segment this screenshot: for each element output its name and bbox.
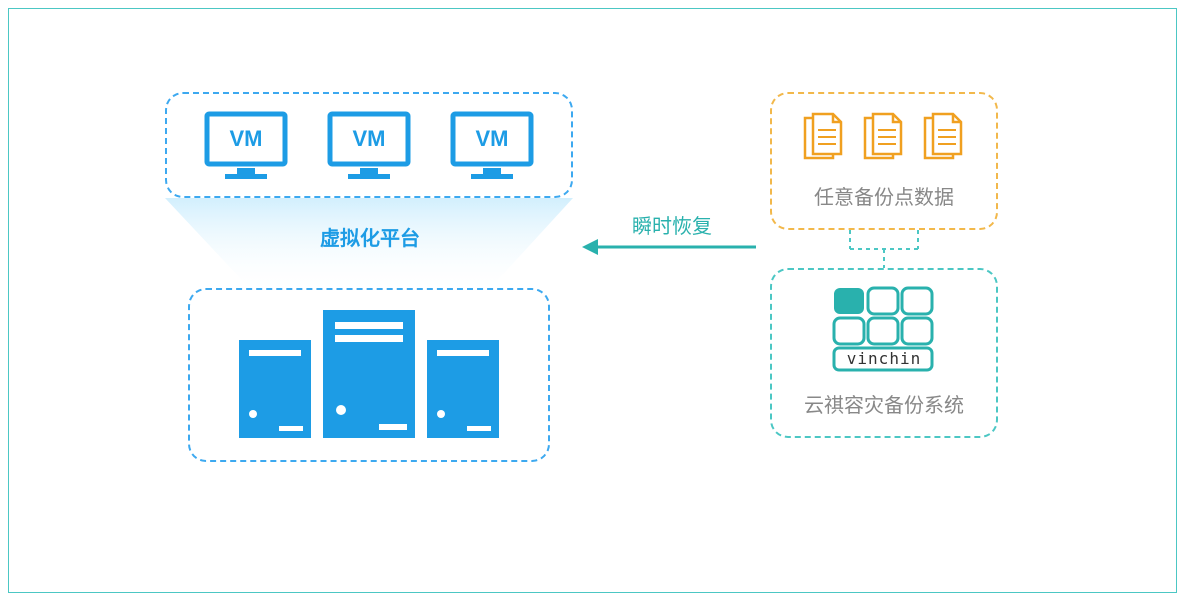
system-box: vinchin 云祺容灾备份系统 — [770, 268, 998, 438]
vm-monitor-icon: VM — [326, 110, 412, 180]
platform-label: 虚拟化平台 — [320, 222, 420, 251]
svg-text:VM: VM — [230, 126, 263, 151]
vm-monitor-icon: VM — [203, 110, 289, 180]
vertical-connector — [770, 230, 998, 268]
svg-text:vinchin: vinchin — [847, 349, 921, 368]
vm-monitor-icon: VM — [449, 110, 535, 180]
backup-data-label: 任意备份点数据 — [772, 181, 996, 210]
server-icon — [239, 340, 311, 438]
document-stack-icon — [863, 112, 905, 164]
server-icon — [323, 310, 415, 438]
vinchin-grid-icon: vinchin — [832, 286, 936, 374]
svg-text:VM: VM — [475, 126, 508, 151]
server-icon — [427, 340, 499, 438]
arrow-label: 瞬时恢复 — [632, 210, 712, 239]
document-stack-icon — [803, 112, 845, 164]
vm-group-box: VM VM VM — [165, 92, 573, 198]
backup-data-box: 任意备份点数据 — [770, 92, 998, 230]
system-label: 云祺容灾备份系统 — [772, 389, 996, 418]
svg-text:VM: VM — [352, 126, 385, 151]
document-stack-icon — [923, 112, 965, 164]
server-group-box — [188, 288, 550, 462]
